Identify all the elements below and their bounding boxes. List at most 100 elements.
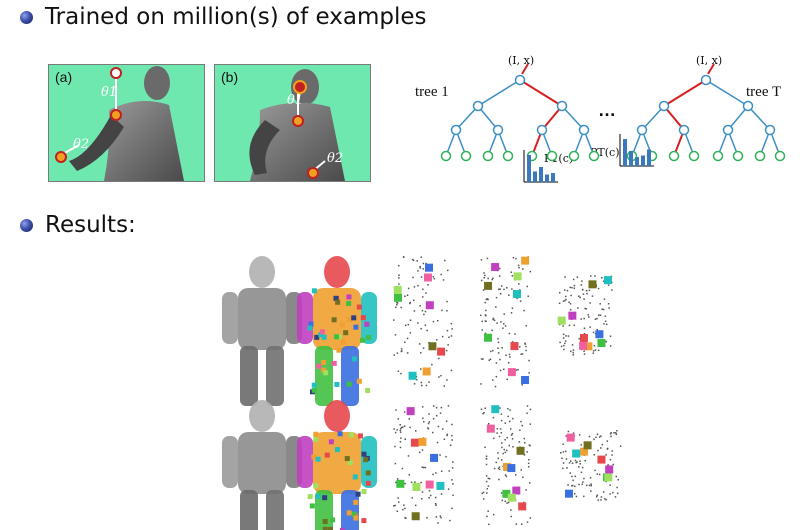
cloud-point	[480, 259, 483, 261]
cloud-point	[445, 349, 448, 352]
cloud-point	[522, 476, 524, 479]
cloud-point	[482, 491, 485, 494]
cloud-point	[483, 272, 485, 274]
cloud-point	[609, 458, 612, 461]
cloud-point	[404, 507, 406, 510]
cloud-point	[569, 472, 572, 474]
cloud-point	[421, 497, 423, 500]
cloud-point	[394, 431, 397, 434]
cloud-point	[569, 286, 571, 289]
cloud-point	[589, 326, 591, 328]
joints-side-row1	[480, 256, 532, 388]
segment-patch	[324, 452, 330, 458]
segment-patch	[351, 356, 357, 362]
cloud-point	[526, 412, 528, 415]
cloud-point	[446, 433, 449, 436]
joint-proposal	[603, 276, 612, 285]
cloud-point	[510, 312, 513, 314]
cloud-point	[506, 449, 508, 452]
leaf-node	[732, 150, 744, 162]
segment-patch	[330, 517, 336, 523]
cloud-point	[435, 472, 437, 474]
cloud-point	[436, 441, 439, 444]
cloud-point	[560, 452, 562, 454]
cloud-point	[593, 344, 596, 347]
segment-patch	[334, 447, 340, 453]
cloud-point	[491, 329, 493, 332]
cloud-point	[414, 481, 416, 483]
cloud-point	[593, 438, 595, 441]
tree-edge	[455, 105, 479, 131]
cloud-point	[405, 517, 407, 519]
cloud-point	[511, 341, 514, 343]
cloud-point	[409, 319, 412, 321]
segment-patch	[313, 431, 319, 437]
cloud-point	[404, 438, 406, 440]
cloud-point	[615, 475, 618, 478]
cloud-point	[609, 493, 611, 495]
cloud-point	[588, 484, 591, 487]
segment-patch	[315, 493, 321, 499]
cloud-point	[595, 436, 597, 439]
cloud-point	[574, 475, 577, 478]
cloud-point	[400, 372, 402, 375]
cloud-point	[604, 320, 607, 323]
cloud-point	[574, 485, 576, 488]
segment-patch	[337, 431, 343, 437]
segment-patch	[360, 315, 366, 321]
cloud-point	[597, 349, 600, 352]
cloud-point	[409, 332, 412, 334]
cloud-point	[500, 413, 503, 415]
cloud-point	[500, 459, 503, 461]
cloud-point	[560, 345, 563, 348]
cloud-point	[602, 491, 605, 493]
segment-patch	[346, 300, 352, 306]
joint-proposal	[572, 449, 581, 458]
cloud-point	[439, 412, 442, 414]
cloud-point	[446, 379, 448, 381]
cloud-point	[510, 271, 513, 273]
treeT-input-label: (I, x)	[696, 54, 723, 67]
cloud-point	[569, 460, 572, 462]
cloud-point	[514, 474, 517, 476]
cloud-point	[406, 352, 409, 354]
cloud-point	[562, 325, 564, 327]
segment-patch	[347, 460, 353, 466]
cloud-point	[605, 323, 608, 326]
leaf-node	[774, 150, 786, 162]
cloud-point	[511, 438, 514, 440]
cloud-point	[527, 295, 529, 297]
cloud-point	[393, 319, 395, 321]
cloud-point	[600, 496, 603, 498]
joints-side-row2	[480, 405, 532, 526]
cloud-point	[524, 441, 526, 444]
cloud-point	[433, 277, 436, 280]
cloud-point	[590, 490, 592, 492]
cloud-point	[580, 444, 582, 446]
cloud-point	[502, 452, 504, 455]
joint-proposal	[584, 342, 593, 351]
cloud-point	[505, 287, 508, 289]
joint-proposal	[510, 342, 519, 351]
cloud-point	[427, 284, 429, 286]
body-part-segment	[315, 490, 333, 530]
cloud-point	[445, 420, 448, 423]
cloud-point	[567, 430, 570, 433]
cloud-point	[508, 294, 510, 296]
cloud-point	[510, 515, 513, 518]
cloud-point	[579, 296, 581, 299]
cloud-point	[396, 352, 399, 354]
cloud-point	[420, 327, 422, 330]
cloud-point	[485, 309, 487, 312]
cloud-point	[410, 481, 413, 484]
cloud-point	[573, 324, 575, 327]
segment-patch	[361, 518, 367, 524]
split-node	[722, 124, 734, 136]
cloud-point	[486, 257, 489, 260]
cloud-point	[492, 379, 494, 381]
cloud-point	[509, 356, 511, 358]
cloud-point	[572, 349, 575, 351]
cloud-point	[511, 432, 514, 435]
cloud-point	[596, 473, 599, 475]
cloud-point	[435, 516, 438, 518]
